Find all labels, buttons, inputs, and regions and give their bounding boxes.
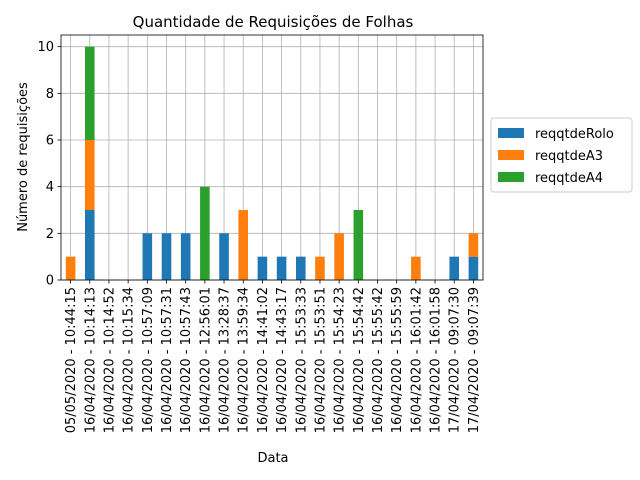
bar-segment [257,256,268,280]
bars [65,46,479,280]
bar-segment [161,233,172,280]
legend-swatch [498,150,524,160]
bar-segment [468,256,479,280]
x-tick-label: 16/04/2020 - 14:41:02 [256,287,271,433]
bar-segment [468,233,479,257]
y-tick-label: 2 [46,227,54,242]
x-tick-label: 16/04/2020 - 14:43:17 [275,287,290,433]
x-axis-label: Data [257,451,288,466]
legend-label: reqqtdeA3 [535,149,603,164]
x-tick-label: 16/04/2020 - 10:15:34 [122,287,137,433]
x-tick-label: 16/04/2020 - 10:14:52 [102,287,117,433]
x-tick-label: 16/04/2020 - 15:54:23 [333,287,348,433]
bar-segment [219,233,229,280]
bar-segment [200,186,210,280]
x-tick-label: 16/04/2020 - 13:28:37 [218,287,233,433]
x-tick-label: 16/04/2020 - 15:53:33 [294,287,309,433]
y-tick-label: 0 [46,274,54,289]
x-tick-label: 16/04/2020 - 15:55:59 [390,287,405,433]
x-tick-label: 16/04/2020 - 12:56:01 [198,287,213,433]
legend-swatch [498,172,524,182]
x-tick-label: 16/04/2020 - 13:59:34 [237,287,252,433]
legend-label: reqqtdeRolo [535,127,614,142]
x-tick-label: 16/04/2020 - 10:57:43 [179,287,194,433]
bar-segment [84,46,95,140]
y-axis-label: Número de requisições [16,82,31,232]
plot-frame [60,34,484,281]
y-tick-label: 8 [46,87,54,102]
x-tick-label: 16/04/2020 - 16:01:42 [409,287,424,433]
bar-segment [84,140,95,210]
legend-label: reqqtdeA4 [535,171,603,186]
x-tick-label: 16/04/2020 - 10:14:13 [83,287,98,433]
legend-box [490,117,633,193]
axes: 0 2 4 6 8 10 05/05/2020 - 10:44:15 16/04/2020 -… [37,34,484,433]
x-tick-label: 17/04/2020 - 09:07:39 [467,287,482,433]
bar-segment [295,256,306,280]
x-tick-label: 16/04/2020 - 10:57:09 [141,287,156,433]
bar-segment [276,256,287,280]
bar-segment [411,256,421,280]
y-tick-label: 6 [46,134,54,149]
bar-segment [334,233,344,280]
bar-segment [142,233,153,280]
y-tick-label: 4 [46,180,54,195]
chart-title: Quantidade de Requisições de Folhas [133,13,414,31]
bar-segment [449,256,460,280]
bar-segment [238,210,249,280]
x-tick-label: 05/05/2020 - 10:44:15 [64,287,79,433]
bar-segment [180,233,191,280]
x-tick-label: 16/04/2020 - 16:01:58 [429,287,444,433]
grid [61,35,483,281]
x-tick-label: 16/04/2020 - 15:54:42 [352,287,367,433]
bar-segment [84,210,95,280]
y-tick-label: 10 [37,40,54,55]
x-tick-label: 17/04/2020 - 09:07:30 [448,287,463,433]
x-tick-label: 16/04/2020 - 15:55:42 [371,287,386,433]
legend-swatch [498,128,524,138]
bar-segment [315,256,325,280]
x-tick-label: 16/04/2020 - 15:53:51 [313,287,328,433]
bar-segment [65,256,76,280]
legend: reqqtdeRolo reqqtdeA3 reqqtdeA4 [490,117,633,193]
x-tick-label: 16/04/2020 - 10:57:31 [160,287,175,433]
bar-segment [353,210,364,280]
